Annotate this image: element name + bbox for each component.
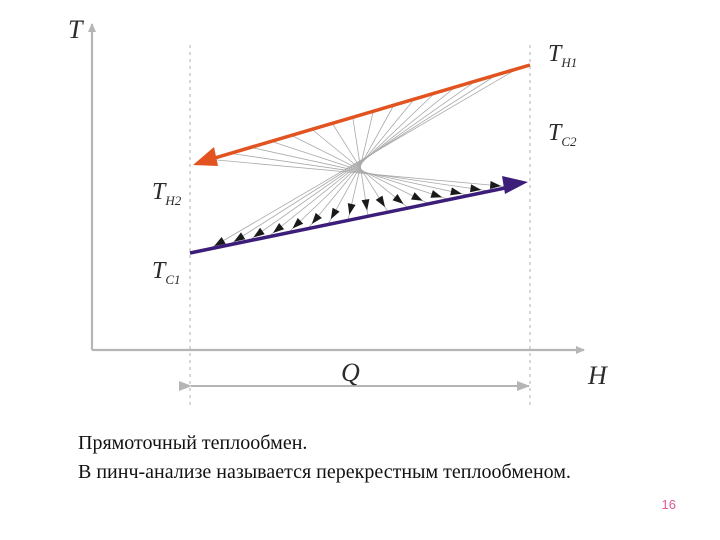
caption-line-1: Прямоточный теплообмен.	[78, 432, 308, 454]
exchange-line	[209, 69, 517, 249]
exchange-line	[347, 111, 374, 220]
exchange-line	[352, 117, 369, 216]
exchange-arrowhead	[411, 192, 423, 201]
exchange-arrowhead	[311, 212, 322, 224]
cold-inlet-temp-label: TC1	[152, 258, 181, 287]
exchange-arrowhead	[253, 227, 265, 238]
exchange-line	[271, 141, 448, 200]
exchange-line	[229, 75, 496, 245]
hot-outlet-temp-label: TH2	[152, 179, 182, 208]
exchange-arrowhead	[330, 207, 340, 220]
exchange-line	[332, 123, 388, 212]
heat-exchange-lines	[209, 69, 517, 249]
exchange-arrowhead	[430, 190, 443, 198]
exchange-arrowhead	[214, 237, 226, 246]
exchange-arrowhead	[392, 194, 404, 204]
exchange-arrowhead	[292, 218, 304, 229]
hot-stream-arrow	[193, 63, 531, 166]
cold-stream-arrow	[189, 176, 528, 255]
exchange-line	[311, 129, 408, 208]
exchange-line	[250, 147, 467, 196]
exchange-arrowhead	[233, 232, 246, 242]
exchange-arrowhead	[489, 181, 502, 189]
exchange-arrowhead	[361, 199, 370, 211]
exchange-line	[291, 135, 428, 204]
exchange-arrowhead	[470, 184, 482, 193]
exchange-arrowhead	[375, 195, 385, 208]
cold-outlet-temp-label: TC2	[548, 120, 577, 149]
heat-exchange-diagram: T H Q TH1 TC2 TH2 TC1	[68, 15, 608, 405]
page-number: 16	[661, 497, 676, 512]
exchange-arrowhead	[450, 187, 462, 196]
exchange-arrowhead	[347, 203, 356, 215]
exchange-arrowhead	[273, 223, 285, 233]
q-label: Q	[341, 358, 360, 387]
caption-line-2: В пинч-анализе называется перекрестным т…	[78, 461, 571, 483]
exchange-line	[210, 159, 507, 187]
y-axis-label: T	[68, 15, 84, 44]
heat-exchange-arrowheads	[214, 181, 502, 246]
exchange-line	[249, 81, 476, 241]
hot-inlet-temp-label: TH1	[548, 41, 577, 70]
exchange-line	[230, 153, 487, 191]
x-axis-label: H	[587, 361, 608, 390]
